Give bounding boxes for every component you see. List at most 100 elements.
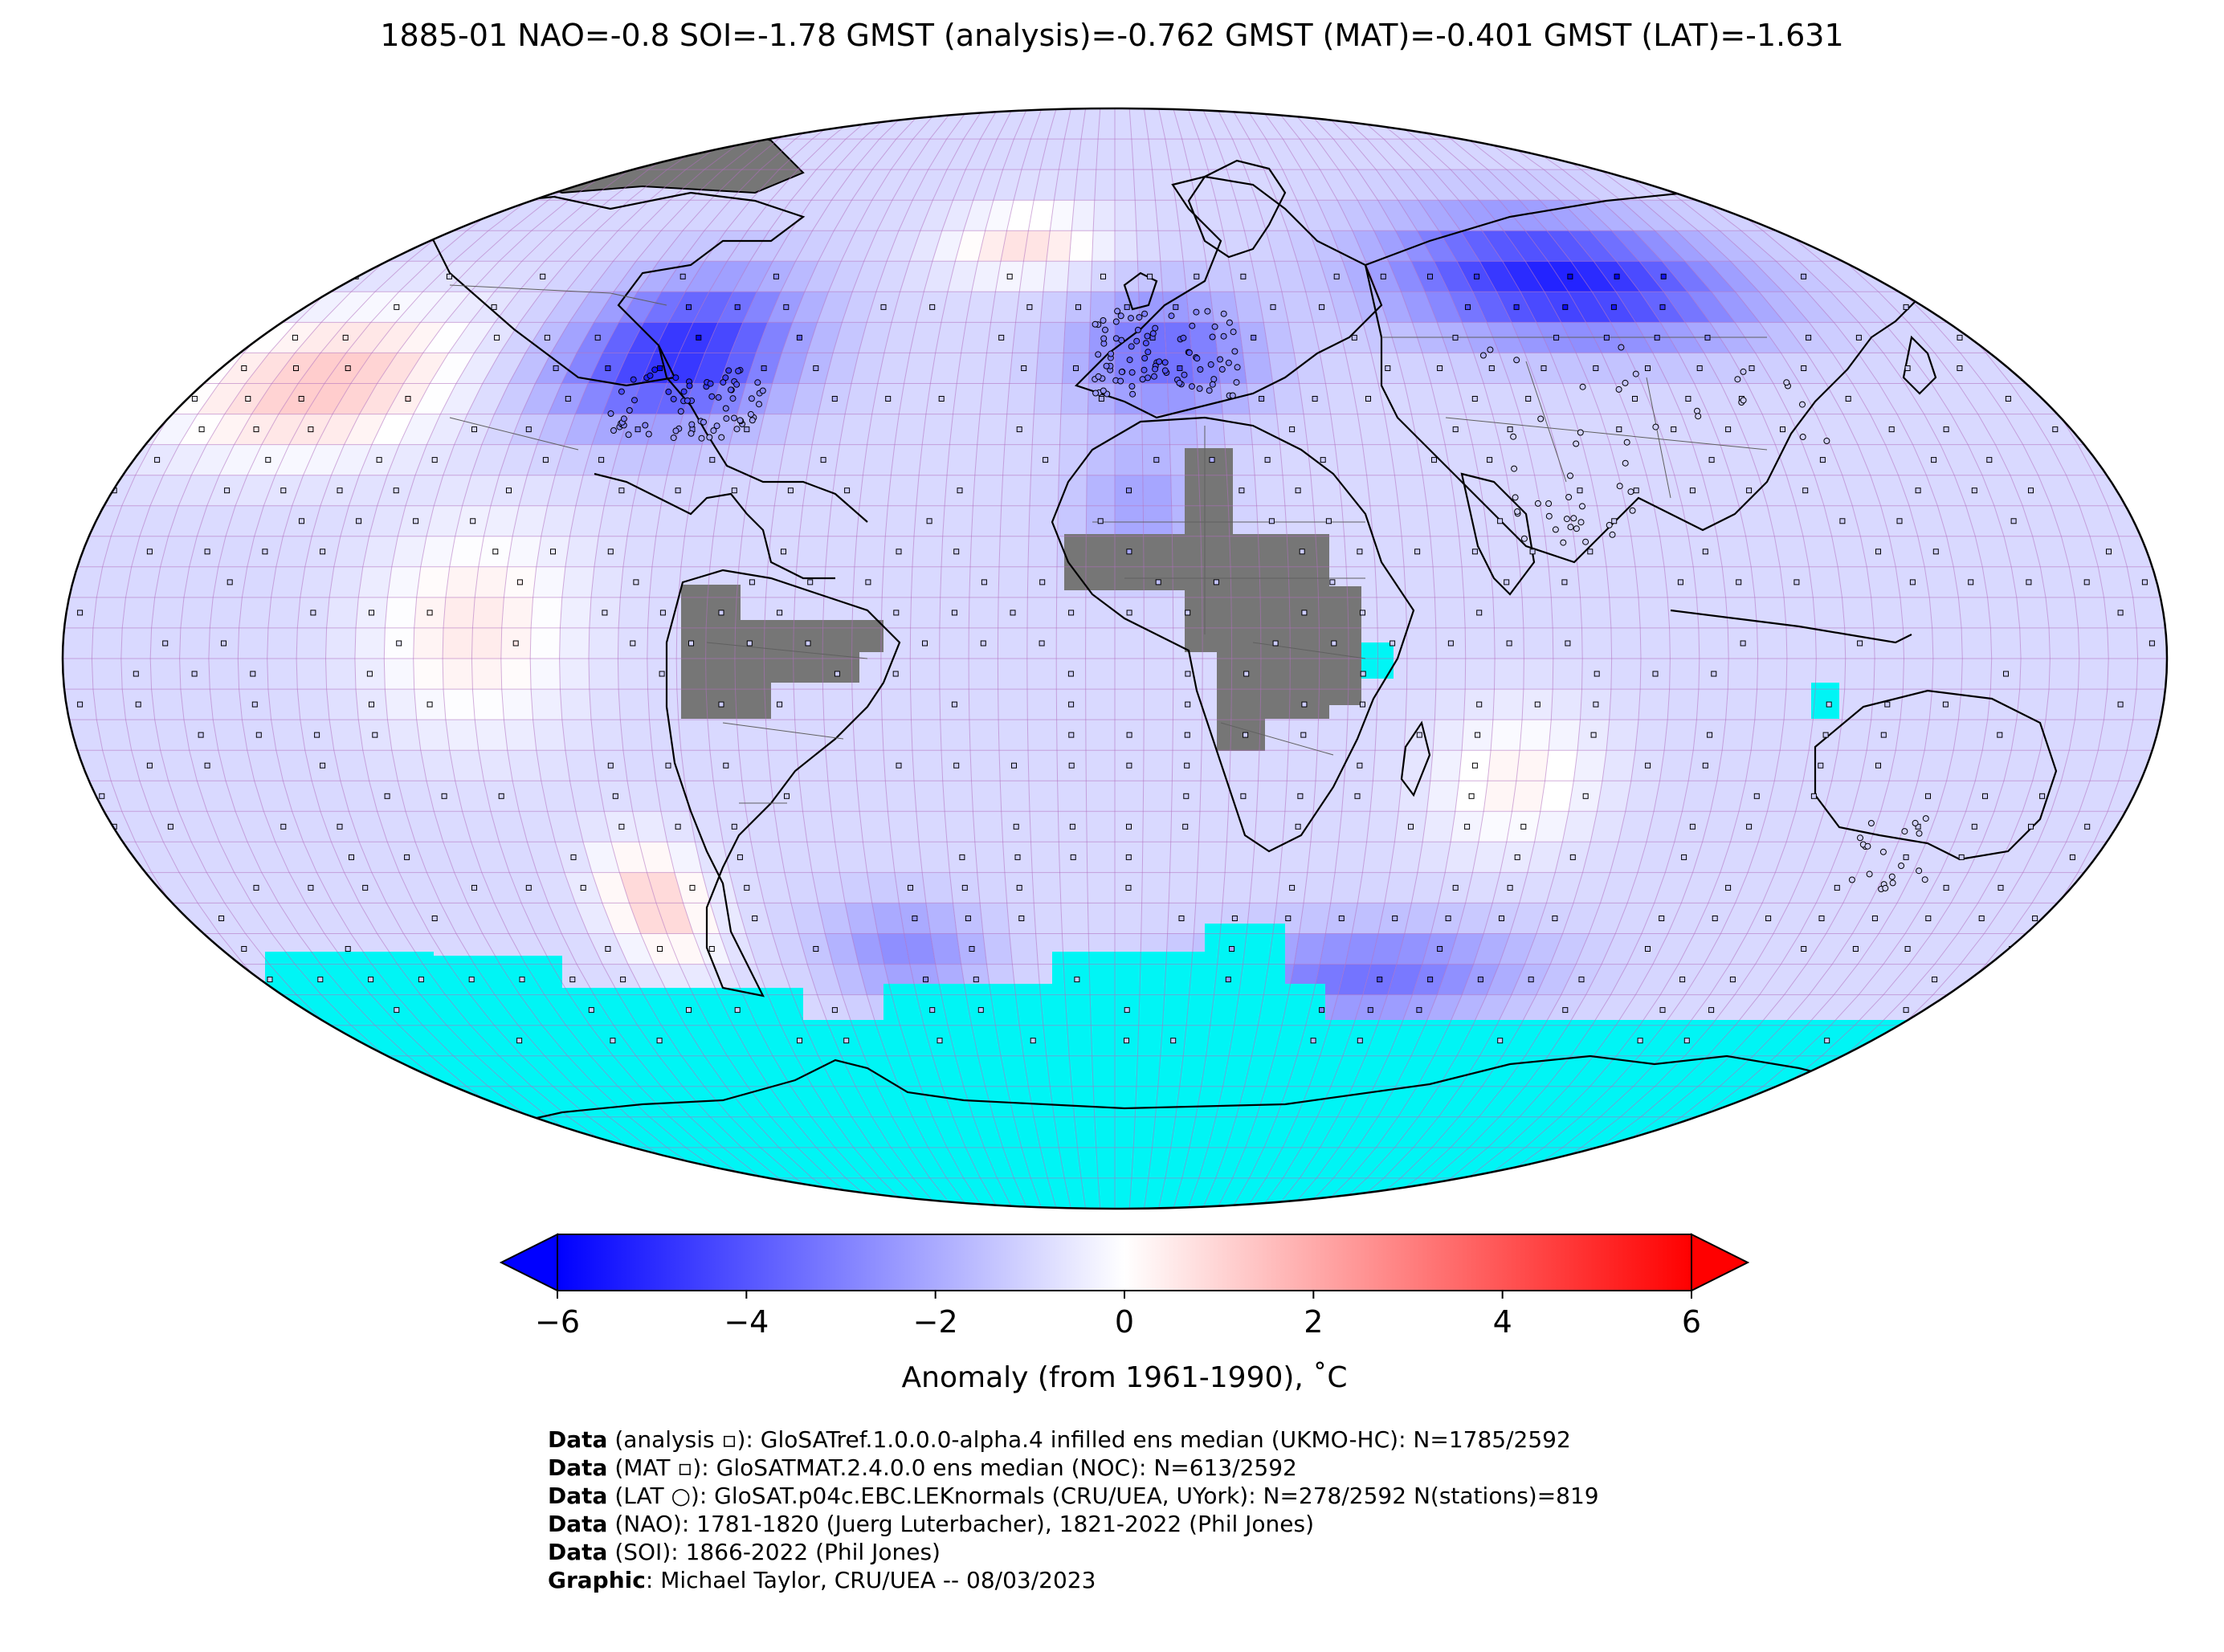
land-station-marker (1513, 357, 1520, 364)
mat-marker (602, 610, 608, 616)
mat-marker (426, 610, 433, 616)
grid-cell (1523, 627, 1553, 659)
grid-cell (1152, 169, 1176, 201)
grid-cell (1525, 230, 1571, 262)
grid-cell (560, 597, 591, 628)
mat-marker (1285, 916, 1292, 921)
grid-cell (1451, 475, 1484, 506)
grid-cell (151, 414, 198, 445)
grid-cell (1784, 597, 1816, 628)
mat-marker (783, 304, 790, 310)
grid-cell (1404, 566, 1435, 598)
land-station-marker (1230, 328, 1237, 336)
grid-cell (533, 720, 565, 751)
grid-cell (1345, 933, 1378, 965)
grid-cell (1338, 169, 1378, 201)
grid-cell (589, 627, 619, 659)
mat-marker (709, 457, 716, 463)
grid-cell (1398, 505, 1430, 536)
credit-key: Data (548, 1539, 608, 1565)
mat-marker (1824, 1038, 1830, 1044)
grid-cell (1814, 811, 1853, 842)
grid-cell (1430, 750, 1463, 781)
mat-marker (1689, 823, 1696, 830)
grid-cell (1217, 353, 1247, 384)
grid-cell (649, 566, 681, 598)
grid-cell (1874, 627, 1904, 659)
land-station-marker (1100, 335, 1108, 342)
mat-marker (1126, 823, 1132, 830)
grid-cell (2031, 872, 2079, 904)
grid-cell (963, 108, 998, 140)
mat-marker (1504, 579, 1510, 585)
grid-cell (2005, 872, 2051, 904)
grid-cell (135, 842, 180, 873)
grid-cell (1050, 200, 1075, 231)
grid-cell (1169, 842, 1199, 873)
grid-cell (1809, 964, 1859, 995)
grid-cell (1527, 444, 1563, 475)
mat-marker (953, 549, 960, 555)
land-station-marker (1176, 379, 1183, 386)
grid-cell (1288, 322, 1320, 353)
grid-cell (536, 750, 570, 781)
grid-cell (1553, 659, 1583, 690)
grid-cell (296, 292, 352, 323)
mat-marker (929, 304, 936, 310)
grid-cell (2022, 444, 2067, 475)
mat-marker (1354, 793, 1361, 799)
grid-cell (1144, 689, 1173, 720)
grid-cell (627, 964, 669, 995)
grid-cell (1014, 169, 1041, 201)
mat-marker (241, 946, 247, 952)
grid-cell (1337, 200, 1374, 231)
mat-marker (834, 671, 840, 677)
mat-marker (807, 579, 814, 585)
land-station-marker (620, 415, 627, 422)
mat-marker (1447, 640, 1454, 647)
grid-cell (512, 505, 548, 536)
grid-cell (1284, 505, 1316, 536)
grid-cell (359, 383, 404, 414)
mat-marker (506, 487, 512, 494)
mat-marker (2003, 671, 2009, 677)
longitude-gridline (500, 108, 809, 1209)
mat-marker (133, 671, 139, 677)
mat-marker (154, 457, 161, 463)
grid-cell (1040, 139, 1065, 170)
land-station-marker (1225, 359, 1232, 366)
grid-cell (495, 292, 542, 323)
grid-cell (1870, 872, 1913, 904)
grid-cell (325, 627, 356, 659)
grid-cell (900, 261, 932, 292)
grid-cell (1993, 781, 2033, 812)
grid-cell (125, 720, 161, 751)
grid-cell (1751, 566, 1785, 598)
grid-cell (930, 933, 961, 965)
grid-cell (919, 842, 950, 873)
land-station-marker (672, 374, 679, 381)
grid-cell (1157, 230, 1184, 262)
grid-cell (854, 750, 886, 781)
grid-cell (842, 994, 876, 1026)
grid-cell (406, 811, 443, 842)
grid-cell (831, 169, 873, 201)
mat-marker (471, 884, 477, 891)
grid-cell (1806, 292, 1859, 323)
mat-marker (1689, 487, 1696, 494)
grid-cell (374, 261, 431, 292)
grid-cell (882, 720, 912, 751)
grid-cell (1870, 475, 1909, 506)
mat-marker (1301, 610, 1308, 616)
grid-cell (1806, 933, 1853, 965)
grid-cell (1659, 750, 1694, 781)
longitude-gridline (1494, 108, 1875, 1209)
mat-marker (1185, 610, 1191, 616)
grid-cell (243, 322, 297, 353)
grid-cell (1573, 872, 1610, 904)
longitude-gridline (1553, 108, 1993, 1209)
mat-marker (1097, 518, 1104, 524)
grid-cell (904, 353, 936, 384)
grid-cell (1086, 811, 1115, 842)
grid-cell (1086, 475, 1115, 506)
